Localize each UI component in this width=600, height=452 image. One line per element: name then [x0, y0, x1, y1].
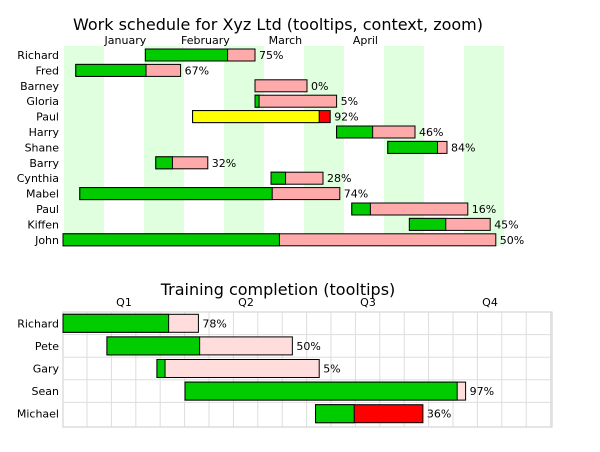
percent-label: 16% [472, 203, 496, 216]
percent-label: 78% [202, 317, 226, 330]
percent-label: 5% [323, 363, 340, 376]
month-band [304, 46, 344, 247]
percent-label: 32% [212, 157, 236, 170]
task-complete-bar[interactable] [351, 202, 371, 216]
worker-name-label: Cynthia [17, 172, 59, 185]
task-complete-bar[interactable] [75, 63, 147, 77]
quarter-tick-labels: Q1 Q2 Q3 Q4 [116, 296, 498, 309]
worker-name-label: Mabel [26, 188, 59, 201]
training-complete-bar[interactable] [184, 381, 458, 401]
training-complete-bar[interactable] [156, 359, 166, 378]
month-tick-label: April [353, 34, 378, 47]
work-schedule-chart: Work schedule for Xyz Ltd (tooltips, con… [17, 15, 525, 247]
percent-label: 36% [427, 408, 451, 421]
work-percent-labels: 75% 67% 0% 5% 92% 46% 84% 32% 28% 74% 16% 45% 50% [185, 49, 525, 247]
worker-name-label: Harry [29, 126, 60, 139]
task-complete-bar[interactable] [387, 140, 439, 154]
task-complete-bar[interactable] [79, 187, 273, 201]
month-band [464, 46, 504, 247]
trainee-name-label: Richard [17, 317, 59, 330]
worker-name-label: Gloria [26, 95, 59, 108]
percent-label: 45% [494, 218, 518, 231]
training-completion-chart: Training completion (tooltips) Q1 Q2 Q3 Q4 … [17, 280, 553, 428]
training-complete-bar[interactable] [106, 336, 201, 356]
percent-label: 97% [470, 385, 494, 398]
task-complete-bar[interactable] [270, 171, 287, 185]
month-tick-labels: January February March April [104, 34, 378, 47]
worker-name-label: Barry [29, 157, 59, 170]
percent-label: 50% [500, 234, 524, 247]
percent-label: 50% [296, 340, 320, 353]
trainee-name-label: Gary [33, 363, 60, 376]
task-remaining-bar[interactable] [254, 94, 338, 108]
task-complete-bar[interactable] [408, 217, 447, 231]
work-schedule-title: Work schedule for Xyz Ltd (tooltips, con… [73, 15, 483, 34]
training-complete-bar[interactable] [315, 404, 355, 424]
percent-label: 28% [327, 172, 351, 185]
quarter-tick-label: Q2 [238, 296, 254, 309]
month-band [144, 46, 184, 247]
quarter-tick-label: Q1 [116, 296, 132, 309]
percent-label: 0% [311, 80, 328, 93]
percent-label: 5% [341, 95, 358, 108]
worker-name-label: Barney [20, 80, 59, 93]
training-complete-bar[interactable] [62, 313, 170, 333]
month-band [224, 46, 264, 247]
worker-name-label: Kiffen [27, 218, 59, 231]
percent-label: 84% [451, 141, 475, 154]
task-remaining-bar[interactable] [254, 79, 308, 93]
trainee-name-label: Pete [35, 340, 59, 353]
worker-name-label: Shane [25, 141, 60, 154]
worker-name-label: John [34, 234, 59, 247]
percent-label: 67% [185, 64, 209, 77]
task-complete-bar[interactable] [155, 156, 173, 170]
quarter-tick-label: Q3 [360, 296, 376, 309]
month-band [64, 46, 104, 247]
task-complete-bar[interactable] [62, 233, 280, 247]
worker-name-labels: Richard Fred Barney Gloria Paul Harry Shane Bar… [17, 49, 60, 247]
task-complete-bar[interactable] [192, 110, 320, 124]
worker-name-label: Richard [17, 49, 59, 62]
training-percent-labels: 78% 50%5% 97% 36% [202, 317, 494, 420]
plot-frame [62, 311, 553, 428]
percent-label: 74% [344, 188, 368, 201]
month-tick-label: February [181, 34, 230, 47]
month-tick-label: March [269, 34, 303, 47]
task-complete-bar[interactable] [144, 48, 229, 62]
percent-label: 75% [259, 49, 283, 62]
trainee-name-labels: Richard Pete Gary Sean Michael [17, 317, 60, 420]
percent-label: 92% [334, 111, 358, 124]
worker-name-label: Fred [35, 64, 59, 77]
training-bars[interactable] [62, 313, 467, 424]
worker-name-label: Paul [36, 111, 59, 124]
work-bars[interactable] [62, 48, 497, 247]
task-complete-bar[interactable] [254, 94, 260, 108]
trainee-name-label: Michael [17, 408, 59, 421]
month-tick-label: January [104, 34, 147, 47]
training-title: Training completion (tooltips) [160, 280, 396, 299]
task-complete-bar[interactable] [336, 125, 374, 139]
quarter-tick-label: Q4 [482, 296, 498, 309]
percent-label: 46% [419, 126, 443, 139]
trainee-name-label: Sean [32, 385, 59, 398]
worker-name-label: Paul [36, 203, 59, 216]
training-remaining-bar[interactable] [156, 359, 320, 378]
